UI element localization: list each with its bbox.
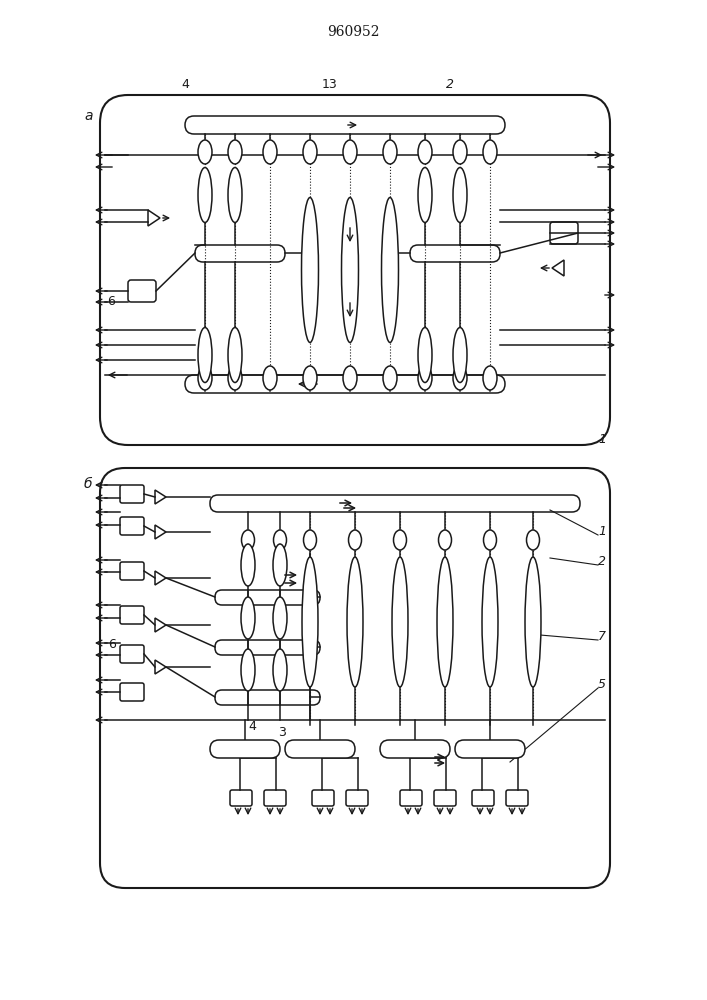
FancyBboxPatch shape bbox=[410, 245, 500, 262]
Ellipse shape bbox=[301, 198, 318, 342]
Ellipse shape bbox=[274, 530, 286, 550]
Ellipse shape bbox=[392, 557, 408, 687]
Text: 4: 4 bbox=[181, 78, 189, 91]
Text: а: а bbox=[84, 109, 93, 123]
Ellipse shape bbox=[302, 557, 318, 687]
Text: 1: 1 bbox=[598, 525, 606, 538]
Ellipse shape bbox=[418, 167, 432, 223]
Ellipse shape bbox=[453, 328, 467, 382]
Ellipse shape bbox=[483, 366, 497, 390]
Ellipse shape bbox=[228, 328, 242, 382]
Ellipse shape bbox=[273, 544, 287, 586]
FancyBboxPatch shape bbox=[434, 790, 456, 806]
Ellipse shape bbox=[382, 198, 399, 342]
Ellipse shape bbox=[525, 557, 541, 687]
Ellipse shape bbox=[383, 140, 397, 164]
Ellipse shape bbox=[418, 140, 432, 164]
Ellipse shape bbox=[341, 198, 358, 342]
Ellipse shape bbox=[483, 140, 497, 164]
Ellipse shape bbox=[453, 140, 467, 164]
Ellipse shape bbox=[303, 530, 317, 550]
Text: 1: 1 bbox=[598, 433, 606, 446]
FancyBboxPatch shape bbox=[455, 740, 525, 758]
Ellipse shape bbox=[437, 557, 453, 687]
Text: 960952: 960952 bbox=[327, 25, 379, 39]
Text: 6: 6 bbox=[107, 295, 115, 308]
Ellipse shape bbox=[273, 649, 287, 691]
FancyBboxPatch shape bbox=[264, 790, 286, 806]
Text: 3: 3 bbox=[278, 726, 286, 739]
FancyBboxPatch shape bbox=[550, 222, 578, 244]
Ellipse shape bbox=[383, 366, 397, 390]
Ellipse shape bbox=[453, 167, 467, 223]
FancyBboxPatch shape bbox=[215, 590, 320, 605]
Text: 6: 6 bbox=[108, 638, 116, 651]
Text: 4: 4 bbox=[248, 720, 256, 733]
Ellipse shape bbox=[527, 530, 539, 550]
FancyBboxPatch shape bbox=[230, 790, 252, 806]
Ellipse shape bbox=[241, 597, 255, 639]
Text: 2: 2 bbox=[446, 78, 454, 91]
Text: б: б bbox=[84, 477, 93, 491]
Ellipse shape bbox=[438, 530, 452, 550]
Ellipse shape bbox=[343, 140, 357, 164]
FancyBboxPatch shape bbox=[472, 790, 494, 806]
FancyBboxPatch shape bbox=[312, 790, 334, 806]
Text: 7: 7 bbox=[598, 630, 606, 643]
Ellipse shape bbox=[242, 530, 255, 550]
FancyBboxPatch shape bbox=[346, 790, 368, 806]
FancyBboxPatch shape bbox=[128, 280, 156, 302]
Ellipse shape bbox=[303, 140, 317, 164]
Ellipse shape bbox=[482, 557, 498, 687]
Ellipse shape bbox=[228, 366, 242, 390]
Ellipse shape bbox=[263, 366, 277, 390]
Ellipse shape bbox=[347, 557, 363, 687]
FancyBboxPatch shape bbox=[120, 645, 144, 663]
Ellipse shape bbox=[418, 328, 432, 382]
Ellipse shape bbox=[303, 366, 317, 390]
FancyBboxPatch shape bbox=[120, 683, 144, 701]
Ellipse shape bbox=[453, 366, 467, 390]
Ellipse shape bbox=[484, 530, 496, 550]
FancyBboxPatch shape bbox=[215, 640, 320, 655]
FancyBboxPatch shape bbox=[210, 495, 580, 512]
Ellipse shape bbox=[198, 328, 212, 382]
Ellipse shape bbox=[418, 366, 432, 390]
FancyBboxPatch shape bbox=[506, 790, 528, 806]
Text: 13: 13 bbox=[322, 78, 338, 91]
FancyBboxPatch shape bbox=[400, 790, 422, 806]
FancyBboxPatch shape bbox=[195, 245, 285, 262]
FancyBboxPatch shape bbox=[215, 690, 320, 705]
Ellipse shape bbox=[241, 649, 255, 691]
Ellipse shape bbox=[198, 167, 212, 223]
FancyBboxPatch shape bbox=[120, 485, 144, 503]
FancyBboxPatch shape bbox=[120, 562, 144, 580]
Ellipse shape bbox=[241, 544, 255, 586]
FancyBboxPatch shape bbox=[185, 116, 505, 134]
FancyBboxPatch shape bbox=[380, 740, 450, 758]
FancyBboxPatch shape bbox=[285, 740, 355, 758]
Text: 5: 5 bbox=[598, 678, 606, 691]
Ellipse shape bbox=[349, 530, 361, 550]
FancyBboxPatch shape bbox=[120, 606, 144, 624]
Ellipse shape bbox=[198, 140, 212, 164]
FancyBboxPatch shape bbox=[120, 517, 144, 535]
Ellipse shape bbox=[228, 140, 242, 164]
Ellipse shape bbox=[343, 366, 357, 390]
Ellipse shape bbox=[273, 597, 287, 639]
Ellipse shape bbox=[263, 140, 277, 164]
FancyBboxPatch shape bbox=[185, 375, 505, 393]
Ellipse shape bbox=[394, 530, 407, 550]
FancyBboxPatch shape bbox=[210, 740, 280, 758]
Ellipse shape bbox=[228, 167, 242, 223]
Ellipse shape bbox=[198, 366, 212, 390]
Text: 2: 2 bbox=[598, 555, 606, 568]
